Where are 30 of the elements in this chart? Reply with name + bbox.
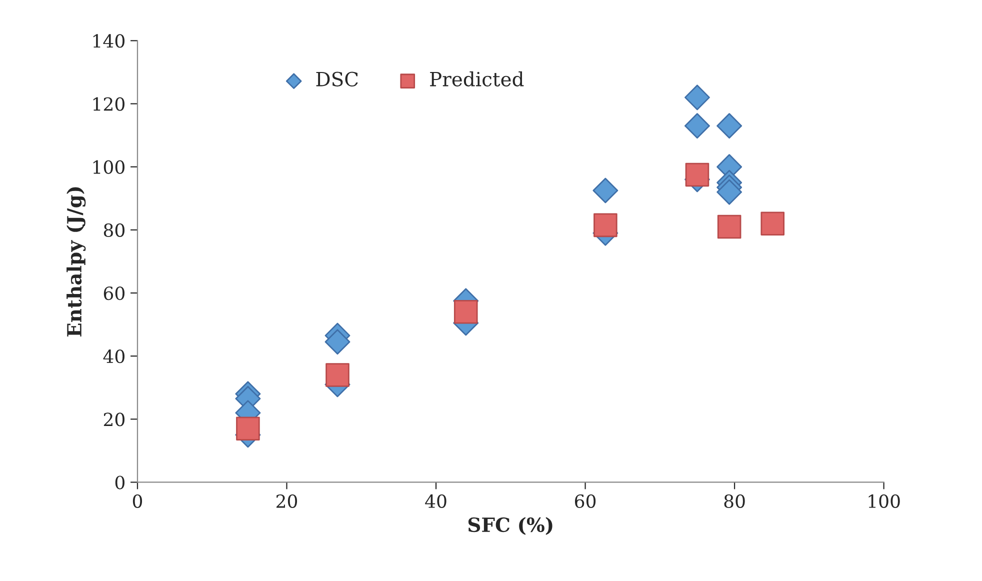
point [236,416,260,441]
point [684,84,710,110]
legend-label: DSC [316,72,358,86]
y-tick-label: 80 [104,223,124,238]
point [324,329,350,355]
x-tick-label: 40 [425,494,446,508]
point [454,300,478,324]
point [684,113,710,139]
x-tick-label: 60 [574,494,596,508]
y-axis-title: Enthalpy (J/g) [66,187,86,337]
y-tick-label: 140 [93,34,124,48]
y-tick-label: 120 [93,97,124,111]
point [717,214,742,239]
y-tick-label: 40 [103,350,124,364]
y-tick-label: 60 [104,286,124,300]
point [716,179,742,205]
x-axis-title: SFC (%) [468,517,552,535]
y-tick-label: 0 [115,476,124,490]
legend-label: Predicted [430,71,524,86]
point [760,212,784,236]
y-tick-label: 100 [93,160,124,174]
x-tick-label: 80 [724,494,745,508]
point [716,113,742,139]
x-tick-label: 20 [276,494,298,508]
x-tick-label: 100 [868,494,900,508]
point [326,363,350,387]
y-tick-label: 20 [104,412,124,426]
x-tick-label: 0 [132,494,142,508]
point [594,213,618,238]
point [592,178,618,204]
